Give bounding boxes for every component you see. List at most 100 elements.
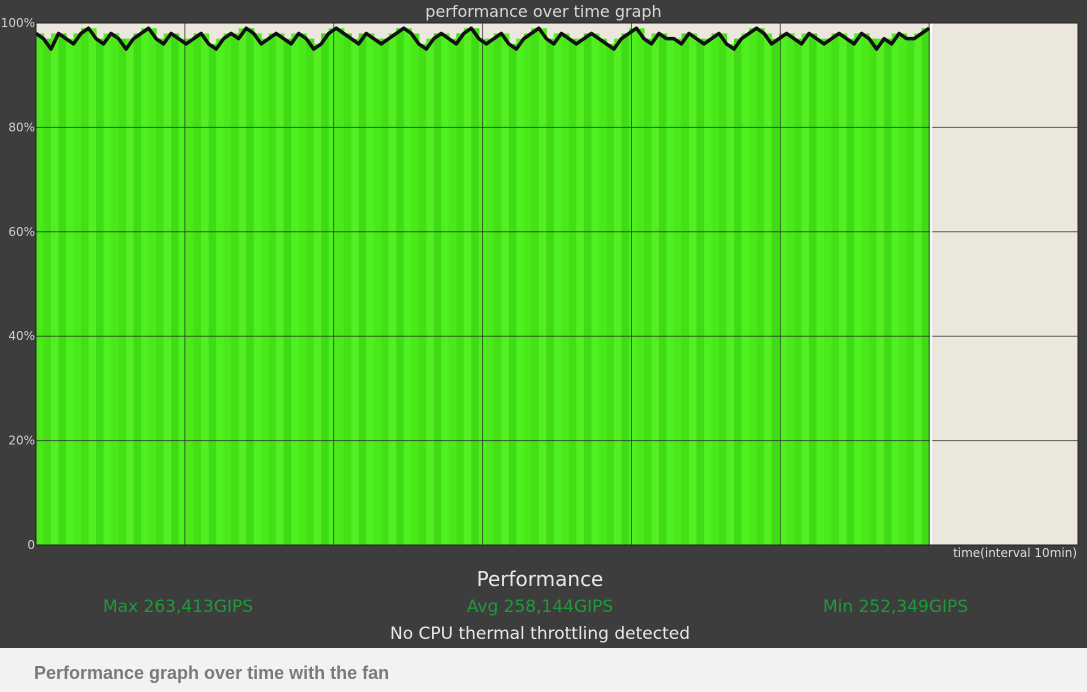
performance-bar [651, 33, 660, 545]
performance-bar [141, 28, 150, 546]
performance-bar [696, 38, 705, 545]
performance-bar [576, 38, 585, 545]
performance-bar [306, 38, 315, 545]
performance-bar [103, 33, 112, 545]
performance-bar [643, 38, 653, 545]
performance-bar [703, 38, 713, 545]
performance-bar [794, 38, 803, 545]
performance-bar [673, 38, 683, 545]
performance-bar [268, 33, 277, 545]
performance-bar [336, 28, 345, 546]
performance-bar [876, 38, 885, 545]
performance-chart: 0 20% 40% 60% 80% 100% [1, 16, 1079, 552]
performance-bar [163, 33, 172, 545]
performance-bar [718, 33, 728, 545]
y-tick-label: 100% [1, 16, 35, 30]
performance-bar [538, 28, 547, 546]
performance-bar [749, 28, 758, 546]
performance-bar [726, 43, 735, 545]
performance-bar [523, 33, 532, 545]
performance-bar [801, 33, 810, 545]
performance-bar [846, 38, 855, 545]
performance-heading: Performance [476, 567, 604, 591]
performance-bar [546, 38, 555, 545]
performance-bar [786, 33, 795, 545]
performance-bar [238, 28, 247, 546]
performance-bar [561, 33, 570, 545]
performance-bar [73, 33, 82, 545]
performance-bar [426, 38, 435, 545]
performance-bar [598, 38, 608, 545]
performance-bar [636, 28, 645, 546]
performance-bar [516, 38, 525, 545]
performance-bar [658, 33, 668, 545]
performance-bar [591, 33, 600, 545]
x-axis-label: time(interval 10min) [953, 546, 1077, 560]
performance-bar [343, 33, 352, 545]
performance-bar [456, 33, 465, 545]
performance-bar [396, 28, 405, 546]
performance-bar [96, 38, 105, 545]
performance-bar [734, 38, 743, 545]
performance-bar [681, 33, 690, 545]
min-performance-stat: Min 252,349GIPS [823, 597, 969, 617]
performance-bar [884, 38, 893, 545]
plot-border [35, 22, 1079, 546]
y-tick-label: 80% [8, 120, 35, 134]
performance-bar [899, 33, 908, 545]
performance-bar [486, 38, 495, 545]
performance-bar [861, 33, 870, 545]
performance-bar [448, 38, 457, 545]
performance-bar [688, 33, 698, 545]
performance-bar [216, 38, 225, 545]
performance-bar [171, 33, 180, 545]
performance-bar [613, 38, 623, 545]
performance-bar [906, 38, 915, 545]
performance-bar [756, 28, 765, 546]
performance-bar [583, 33, 592, 545]
performance-bar [831, 33, 840, 545]
performance-bar [411, 33, 420, 545]
performance-bar [246, 28, 255, 546]
performance-bar [178, 38, 187, 545]
performance-bar [471, 28, 480, 546]
y-tick-label: 60% [8, 225, 35, 239]
performance-bar [321, 33, 330, 545]
avg-performance-stat: Avg 258,144GIPS [466, 597, 614, 617]
max-performance-stat: Max 263,413GIPS [103, 597, 254, 617]
performance-graph-panel: 0 20% 40% 60% 80% 100% performance over time … [0, 0, 1087, 648]
performance-bar [373, 38, 382, 545]
performance-bar [764, 33, 773, 545]
chart-title: performance over time graph [425, 2, 662, 21]
performance-bar [816, 38, 825, 545]
performance-bar [36, 33, 45, 545]
performance-bar [418, 43, 427, 545]
performance-bar [666, 38, 675, 545]
figure-caption: Performance graph over time with the fan [34, 663, 390, 683]
performance-bar [779, 33, 788, 545]
performance-bar [388, 33, 397, 545]
performance-bar [606, 43, 615, 545]
performance-line [35, 26, 931, 51]
performance-bar [403, 28, 412, 546]
performance-bar [276, 33, 285, 545]
performance-bar [328, 28, 337, 546]
performance-bar [118, 38, 127, 545]
performance-bar [869, 38, 878, 545]
performance-bar [253, 33, 262, 545]
performance-bar [186, 38, 195, 545]
performance-bar [854, 33, 863, 545]
performance-bar [261, 38, 270, 545]
performance-bar [493, 33, 502, 545]
performance-bar [553, 33, 562, 545]
throttling-status-note: No CPU thermal throttling detected [389, 624, 691, 644]
performance-bar [358, 33, 367, 545]
performance-bar [88, 28, 97, 546]
performance-bar [501, 33, 510, 545]
performance-bar [148, 28, 157, 546]
performance-bar [809, 33, 818, 545]
performance-bar [201, 33, 210, 545]
performance-bar [771, 38, 780, 545]
performance-bar [621, 33, 630, 545]
performance-bar [81, 28, 90, 546]
